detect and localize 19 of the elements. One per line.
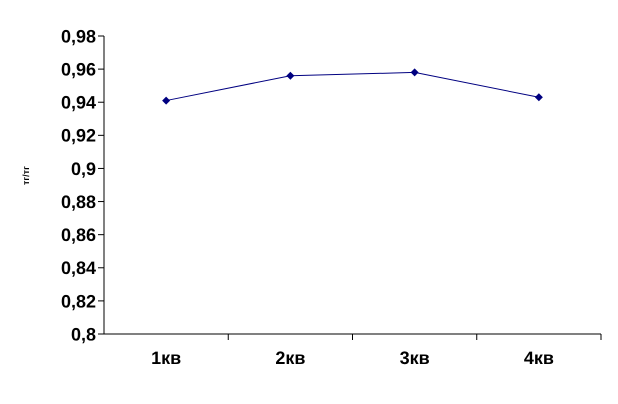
y-tick-label: 0,92 [60, 126, 96, 146]
y-tick-label: 0,96 [60, 60, 96, 80]
y-tick-label: 0,98 [60, 26, 96, 46]
point [286, 72, 294, 80]
point [410, 68, 419, 76]
y-axis-title: тг/тг [21, 166, 32, 185]
y-tick-label: 0,88 [60, 192, 96, 212]
y-tick-label: 0,8 [70, 324, 96, 344]
y-tick-label: 0,9 [70, 158, 96, 179]
y-tick-label: 0,84 [60, 258, 96, 278]
x-tick-label: 3кв [400, 348, 430, 368]
point [162, 96, 170, 105]
y-tick-label: 0,94 [60, 92, 96, 113]
x-tick-label: 2кв [275, 348, 306, 368]
x-tick-label: 4кв [524, 348, 554, 368]
x-tick-label: 1кв [151, 348, 182, 368]
point [534, 93, 543, 102]
y-tick-label: 0,82 [60, 291, 96, 312]
y-tick-label: 0,86 [60, 225, 96, 246]
